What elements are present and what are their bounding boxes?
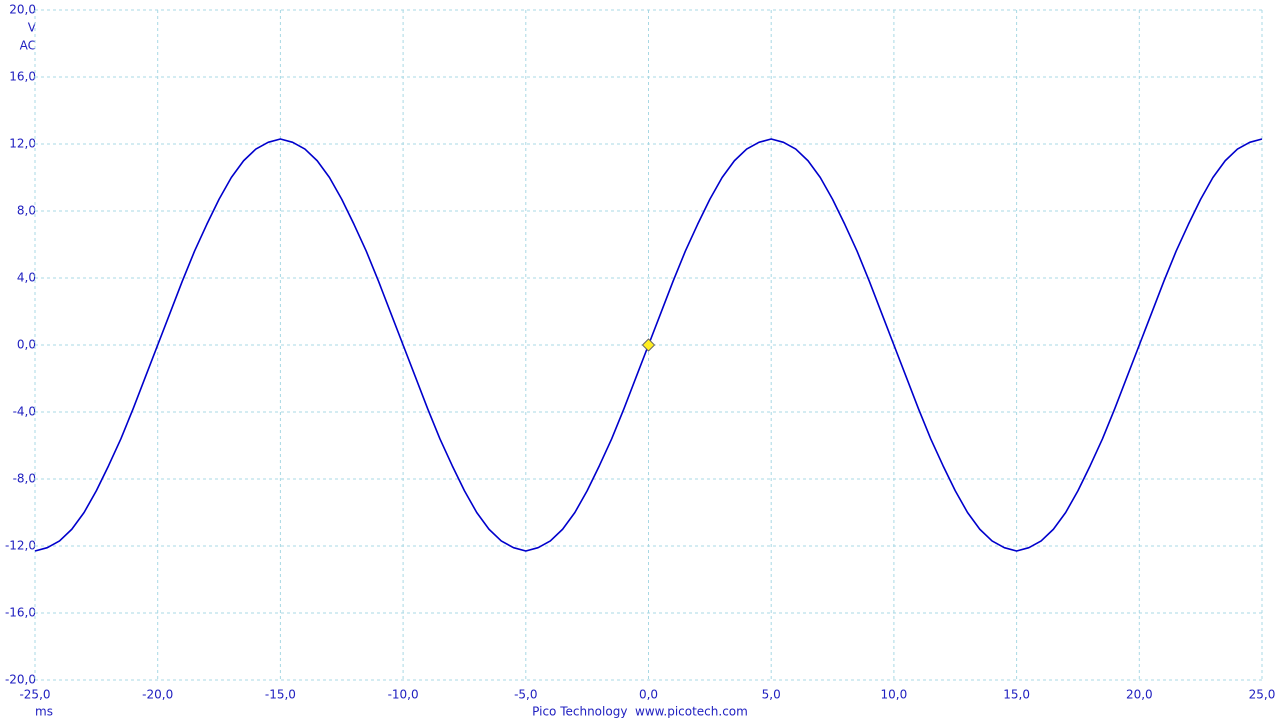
y-tick-label: -4,0 (13, 405, 36, 419)
y-tick-label: -8,0 (13, 472, 36, 486)
y-tick-label: 12,0 (9, 137, 36, 151)
y-tick-label: -20,0 (5, 673, 36, 687)
x-tick-label: 10,0 (881, 688, 908, 702)
trigger-marker (641, 338, 656, 352)
x-tick-label: 5,0 (762, 688, 781, 702)
x-tick-label: -20,0 (142, 688, 173, 702)
y-tick-label: -12,0 (5, 539, 36, 553)
x-tick-label: 25,0 (1249, 688, 1276, 702)
y-tick-label: -16,0 (5, 606, 36, 620)
y-tick-label: 4,0 (17, 271, 36, 285)
x-tick-label: 20,0 (1126, 688, 1153, 702)
x-tick-label: -25,0 (19, 688, 50, 702)
footer: Pico Technology www.picotech.com (532, 705, 748, 719)
y-tick-label: 16,0 (9, 70, 36, 84)
x-tick-label: -5,0 (514, 688, 537, 702)
x-tick-label: 0,0 (639, 688, 658, 702)
y-coupling: AC (20, 39, 36, 53)
y-tick-label: 20,0 (9, 3, 36, 17)
x-tick-label: 15,0 (1003, 688, 1030, 702)
x-tick-label: -15,0 (265, 688, 296, 702)
y-unit: V (28, 21, 37, 35)
y-tick-label: 8,0 (17, 204, 36, 218)
y-tick-label: 0,0 (17, 338, 36, 352)
x-unit: ms (35, 705, 53, 719)
x-tick-label: -10,0 (388, 688, 419, 702)
